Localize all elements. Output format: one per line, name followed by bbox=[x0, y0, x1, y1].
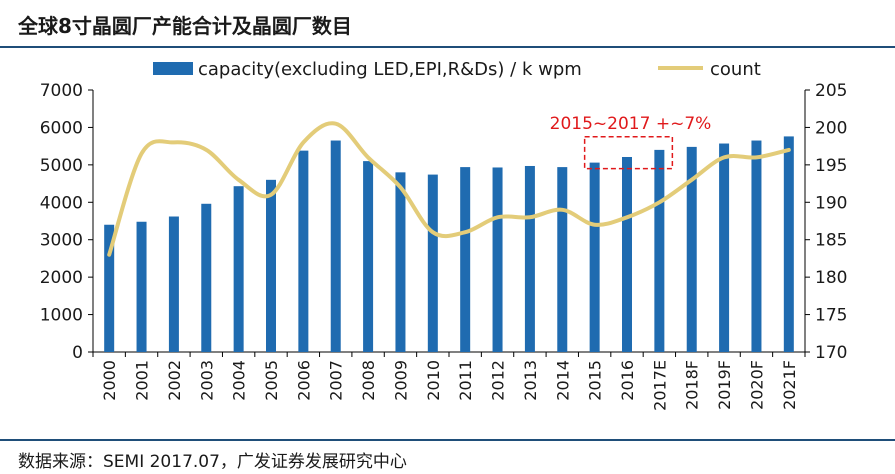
x-axis-tick-label: 2009 bbox=[391, 360, 410, 401]
capacity-bar bbox=[751, 140, 762, 352]
capacity-bar bbox=[298, 150, 309, 352]
right-axis-tick-label: 200 bbox=[815, 118, 847, 138]
left-axis-tick-label: 3000 bbox=[40, 231, 83, 251]
x-axis-tick-label: 2015 bbox=[586, 360, 605, 401]
x-axis-tick-label: 2000 bbox=[100, 360, 119, 401]
capacity-bar bbox=[104, 224, 115, 352]
capacity-bar bbox=[686, 146, 697, 352]
right-axis-tick-label: 205 bbox=[815, 81, 847, 101]
right-axis-tick-label: 175 bbox=[815, 306, 847, 326]
x-axis-tick-label: 2010 bbox=[424, 360, 443, 401]
source-divider bbox=[0, 439, 895, 441]
right-axis-tick-label: 185 bbox=[815, 231, 847, 251]
x-axis-tick-label: 2021F bbox=[780, 360, 799, 410]
annotation-label: 2015~2017 +~7% bbox=[550, 114, 712, 134]
capacity-bar bbox=[524, 165, 535, 352]
x-axis-tick-label: 2012 bbox=[489, 360, 508, 401]
right-axis-tick-label: 195 bbox=[815, 156, 847, 176]
legend-capacity-swatch bbox=[153, 62, 193, 75]
capacity-bar bbox=[427, 174, 438, 352]
capacity-bar bbox=[136, 221, 147, 352]
x-axis-tick-label: 2018F bbox=[683, 360, 702, 410]
capacity-bar bbox=[622, 156, 632, 352]
x-axis-tick-label: 2002 bbox=[165, 360, 184, 401]
annotation-box bbox=[583, 136, 674, 170]
x-axis-tick-label: 2008 bbox=[359, 360, 378, 401]
left-axis-tick-label: 5000 bbox=[40, 156, 83, 176]
right-axis-tick-label: 170 bbox=[815, 343, 847, 363]
capacity-bar bbox=[589, 162, 600, 352]
legend-count-label: count bbox=[710, 59, 761, 80]
x-axis-tick-label: 2020F bbox=[747, 360, 766, 410]
x-axis-tick-label: 2004 bbox=[230, 360, 249, 401]
x-axis-tick-label: 2017E bbox=[650, 360, 669, 411]
title-divider bbox=[0, 46, 895, 48]
capacity-bar bbox=[654, 149, 665, 352]
left-axis-tick-label: 7000 bbox=[40, 81, 83, 101]
capacity-bar bbox=[492, 167, 503, 352]
x-axis-tick-label: 2011 bbox=[456, 360, 475, 401]
x-axis-tick-label: 2005 bbox=[262, 360, 281, 401]
capacity-bar bbox=[201, 203, 212, 352]
left-axis-tick-label: 4000 bbox=[40, 193, 83, 213]
x-axis-tick-label: 2014 bbox=[553, 360, 572, 401]
source-note: 数据来源：SEMI 2017.07，广发证券发展研究中心 bbox=[18, 452, 407, 472]
capacity-bar bbox=[395, 172, 406, 352]
capacity-bar bbox=[233, 186, 244, 352]
left-axis-tick-label: 6000 bbox=[40, 118, 83, 138]
capacity-bar bbox=[363, 161, 374, 352]
capacity-bar bbox=[460, 167, 471, 352]
capacity-bar bbox=[168, 216, 179, 352]
x-axis-tick-label: 2019F bbox=[715, 360, 734, 410]
count-line bbox=[107, 121, 791, 257]
capacity-bar bbox=[783, 136, 794, 352]
left-axis-tick-label: 1000 bbox=[40, 306, 83, 326]
left-axis-tick-label: 0 bbox=[72, 343, 83, 363]
x-axis-tick-label: 2013 bbox=[521, 360, 540, 401]
capacity-bar bbox=[266, 179, 276, 352]
capacity-bar bbox=[557, 167, 568, 352]
x-axis-tick-label: 2001 bbox=[133, 360, 152, 401]
x-axis-tick-label: 2016 bbox=[618, 360, 637, 401]
legend-capacity-label: capacity(excluding LED,EPI,R&Ds) / k wpm bbox=[198, 59, 582, 80]
left-axis-tick-label: 2000 bbox=[40, 268, 83, 288]
right-axis-tick-label: 190 bbox=[815, 193, 847, 213]
capacity-bar bbox=[719, 143, 730, 352]
capacity-bar bbox=[330, 140, 341, 352]
x-axis-tick-label: 2007 bbox=[327, 360, 346, 401]
chart-title: 全球8寸晶圆厂产能合计及晶圆厂数目 bbox=[18, 14, 352, 38]
x-axis-tick-label: 2003 bbox=[197, 360, 216, 401]
right-axis-tick-label: 180 bbox=[815, 268, 847, 288]
x-axis-tick-label: 2006 bbox=[294, 360, 313, 401]
